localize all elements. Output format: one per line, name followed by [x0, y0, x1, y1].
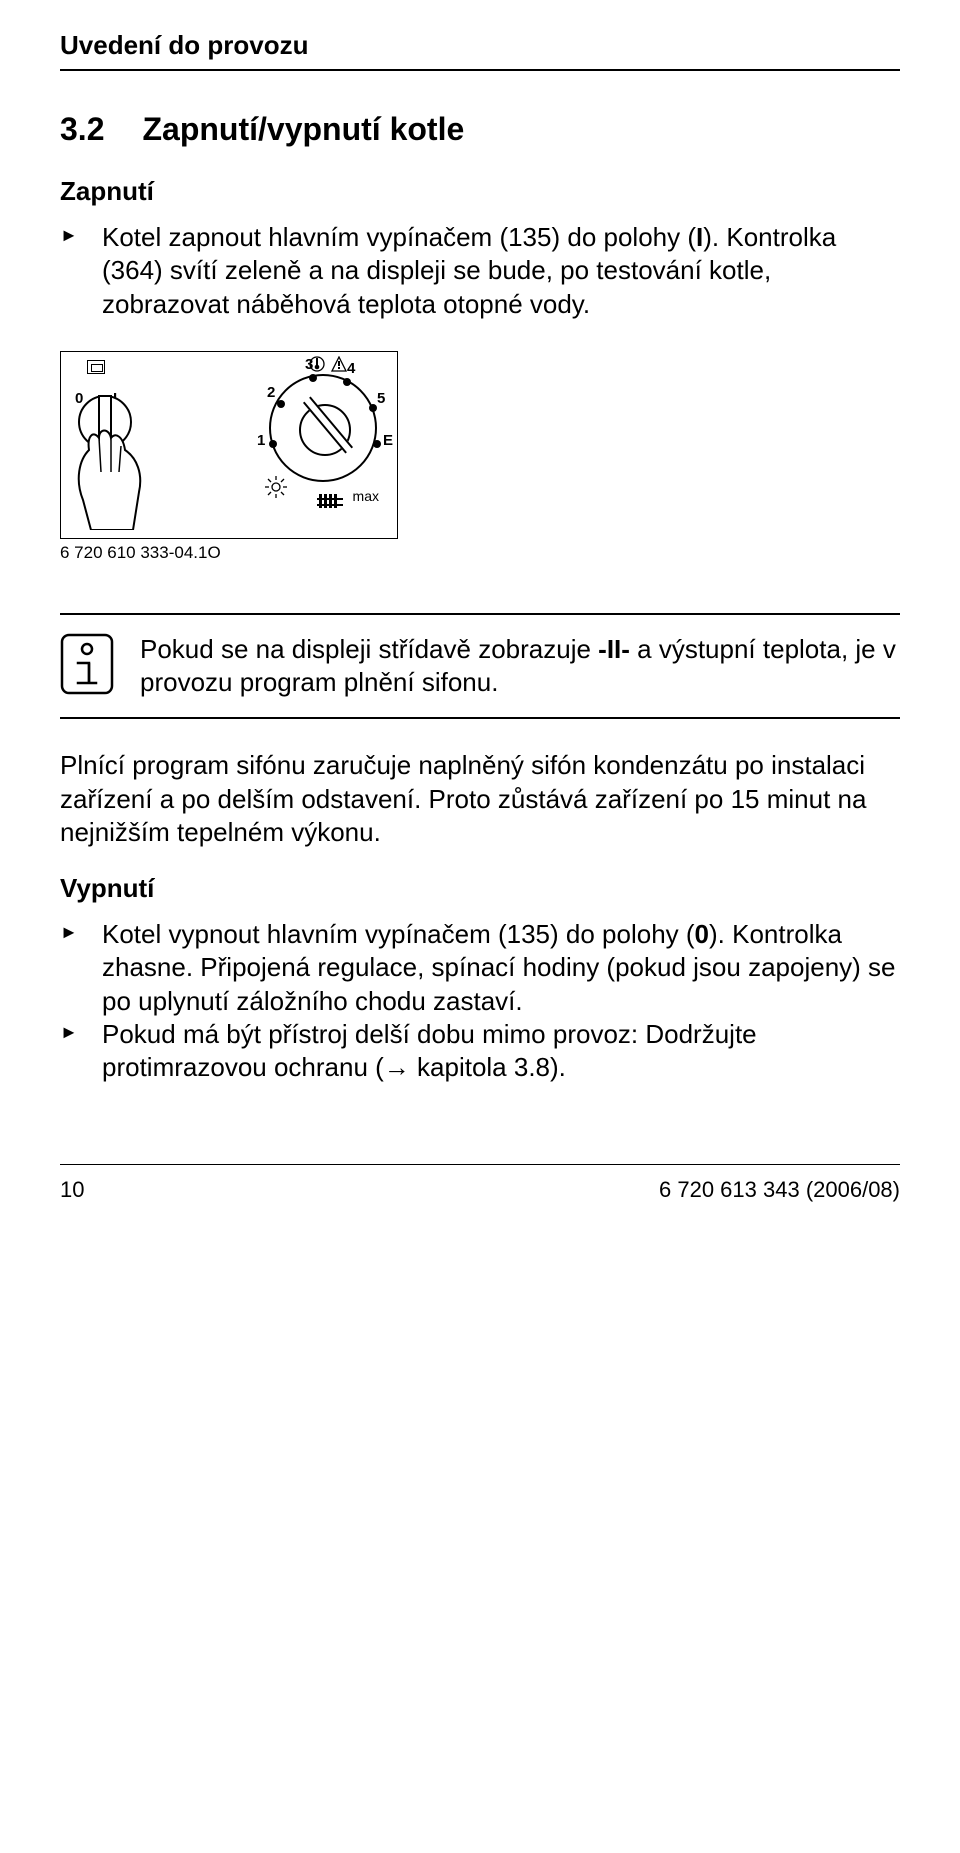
section-number: 3.2: [60, 111, 104, 148]
section-title: Zapnutí/vypnutí kotle: [142, 111, 464, 148]
bold-II: -II-: [598, 634, 630, 664]
dial-tick: [309, 374, 317, 382]
zapnuti-bullet-1: Kotel zapnout hlavním vypínačem (135) do…: [60, 221, 900, 321]
dial-tick: [369, 404, 377, 412]
header-rule: [60, 69, 900, 71]
dial-knob: [299, 404, 351, 456]
info-icon: [60, 633, 114, 695]
dial-num-3: 3: [305, 356, 313, 373]
dial-tick: [373, 440, 381, 448]
dial-circle: 1 2 3 4 5 E max: [269, 374, 377, 482]
control-panel-figure: 0 I 1 2 3 4 5 E max: [60, 351, 398, 539]
vypnuti-heading: Vypnutí: [60, 873, 900, 904]
dial-tick: [343, 378, 351, 386]
warning-icon: [331, 356, 347, 372]
text: Kotel vypnout hlavním vypínačem (135) do…: [102, 919, 695, 949]
text: Kotel zapnout hlavním vypínačem (135) do…: [102, 222, 696, 252]
dial-max-label: max: [353, 488, 379, 504]
vypnuti-list: Kotel vypnout hlavním vypínačem (135) do…: [60, 918, 900, 1084]
figure-caption: 6 720 610 333-04.1O: [60, 543, 900, 563]
text: Pokud se na displeji střídavě zobrazuje: [140, 634, 598, 664]
switch-housing-icon: [87, 360, 105, 374]
zapnuti-list: Kotel zapnout hlavním vypínačem (135) do…: [60, 221, 900, 321]
doc-id: 6 720 613 343 (2006/08): [659, 1177, 900, 1203]
vypnuti-bullet-2: Pokud má být přístroj delší dobu mimo pr…: [60, 1018, 900, 1085]
radiator-icon: [317, 492, 343, 510]
dial-label-E: E: [383, 432, 393, 449]
section-heading: 3.2 Zapnutí/vypnutí kotle: [60, 111, 900, 148]
bold-0: 0: [695, 919, 709, 949]
hand-on-switch-icon: [69, 380, 179, 530]
dial-tick: [277, 400, 285, 408]
paragraph-siphon: Plnící program sifónu zaručuje naplněný …: [60, 749, 900, 849]
dial-num-5: 5: [377, 390, 385, 407]
dial-num-2: 2: [267, 384, 275, 401]
sun-snow-icon: [265, 476, 287, 498]
page-number: 10: [60, 1177, 84, 1203]
info-text: Pokud se na displeji střídavě zobrazuje …: [140, 633, 900, 700]
dial-num-4: 4: [347, 360, 355, 377]
dial-tick: [269, 440, 277, 448]
zapnuti-heading: Zapnutí: [60, 176, 900, 207]
thermostat-dial: 1 2 3 4 5 E max: [269, 374, 377, 482]
dial-top-icons: [309, 356, 347, 372]
info-block: Pokud se na displeji střídavě zobrazuje …: [60, 613, 900, 720]
vypnuti-bullet-1: Kotel vypnout hlavním vypínačem (135) do…: [60, 918, 900, 1018]
page-footer: 10 6 720 613 343 (2006/08): [60, 1164, 900, 1203]
running-header: Uvedení do provozu: [60, 30, 900, 61]
dial-num-1: 1: [257, 432, 265, 449]
